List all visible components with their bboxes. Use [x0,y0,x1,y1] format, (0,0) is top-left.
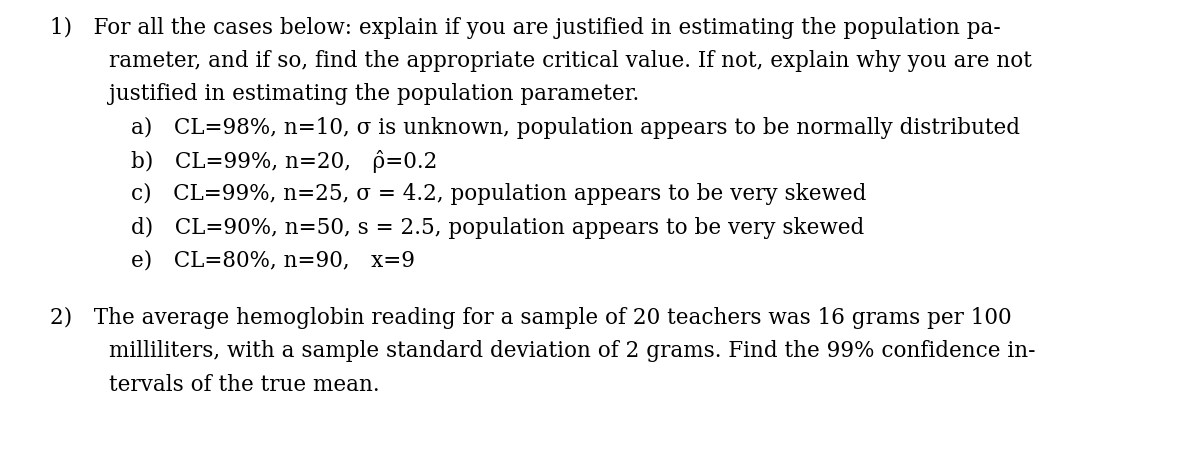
Text: d) CL=90%, n=50, s = 2.5, population appears to be very skewed: d) CL=90%, n=50, s = 2.5, population app… [131,217,864,238]
Text: a) CL=98%, n=10, σ is unknown, population appears to be normally distributed: a) CL=98%, n=10, σ is unknown, populatio… [131,117,1020,139]
Text: milliliters, with a sample standard deviation of 2 grams. Find the 99% confidenc: milliliters, with a sample standard devi… [109,340,1036,362]
Text: c) CL=99%, n=25, σ = 4.2, population appears to be very skewed: c) CL=99%, n=25, σ = 4.2, population app… [131,183,866,205]
Text: justified in estimating the population parameter.: justified in estimating the population p… [109,83,640,105]
Text: tervals of the true mean.: tervals of the true mean. [109,374,379,396]
Text: rameter, and if so, find the appropriate critical value. If not, explain why you: rameter, and if so, find the appropriate… [109,50,1032,72]
Text: e) CL=80%, n=90, x=9: e) CL=80%, n=90, x=9 [131,250,415,272]
Text: 1) For all the cases below: explain if you are justified in estimating the popul: 1) For all the cases below: explain if y… [50,17,1001,39]
Text: b) CL=99%, n=20, ρ̂=0.2: b) CL=99%, n=20, ρ̂=0.2 [131,150,438,173]
Text: 2) The average hemoglobin reading for a sample of 20 teachers was 16 grams per 1: 2) The average hemoglobin reading for a … [50,307,1012,329]
